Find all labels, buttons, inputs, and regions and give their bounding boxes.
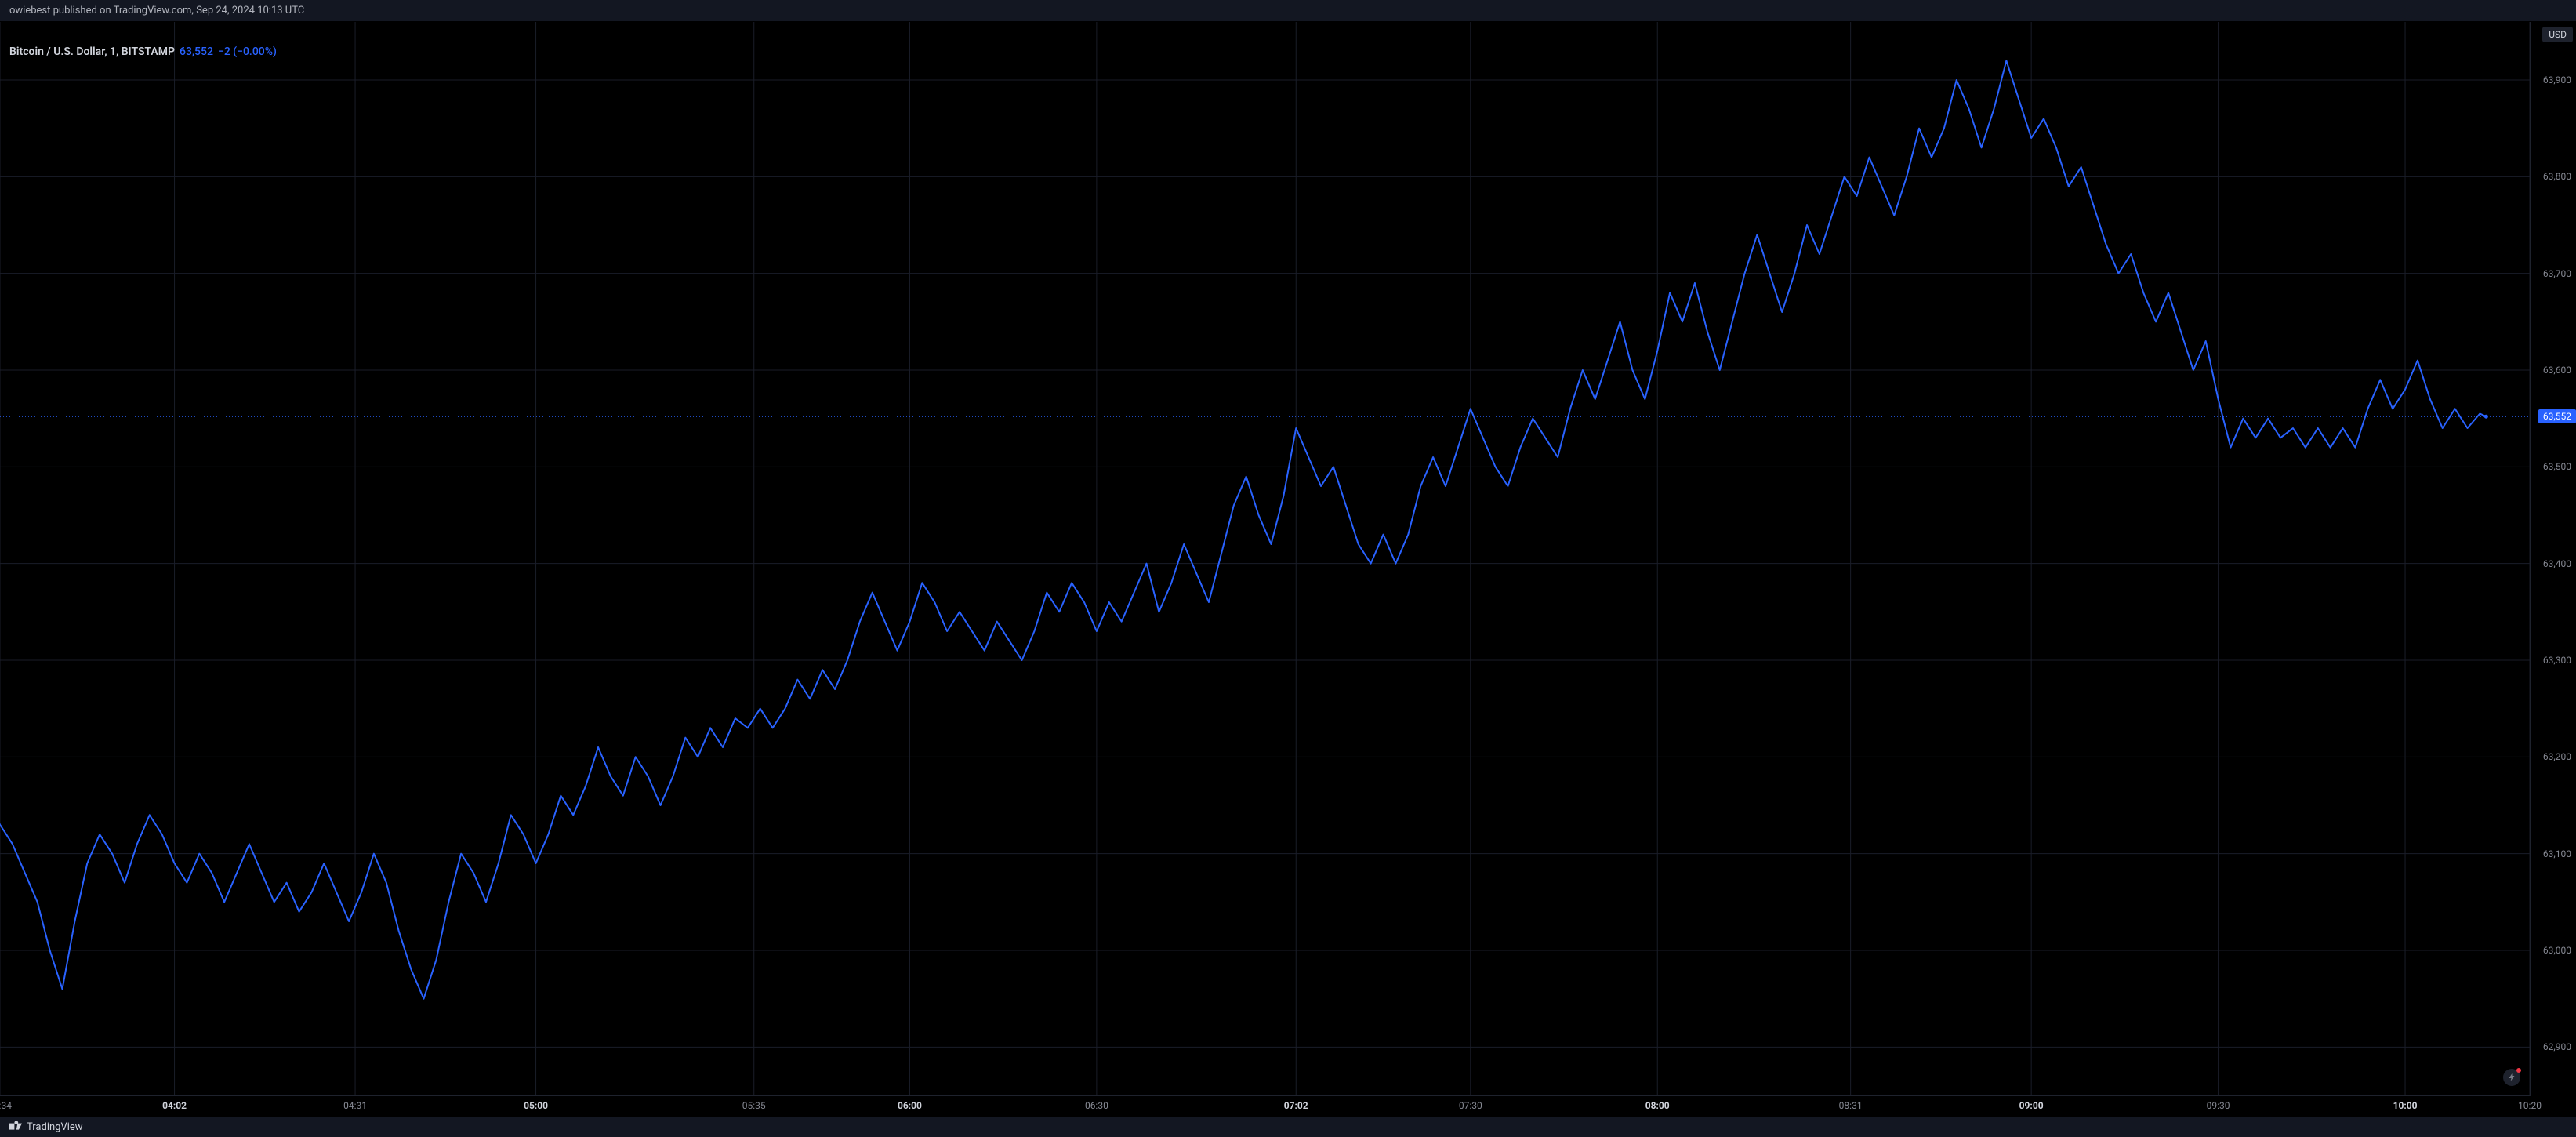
publish-info-text: owiebest published on TradingView.com, S… bbox=[9, 5, 304, 16]
y-tick-label: 63,900 bbox=[2543, 74, 2571, 85]
tradingview-logo-icon bbox=[9, 1121, 22, 1133]
y-tick-label: 63,500 bbox=[2543, 461, 2571, 472]
x-tick-label: 10:20 bbox=[2518, 1100, 2542, 1111]
y-tick-label: 63,100 bbox=[2543, 848, 2571, 859]
currency-selector[interactable]: USD bbox=[2542, 27, 2573, 42]
x-tick-label: 09:30 bbox=[2207, 1100, 2230, 1111]
current-price-tag: 63,552 bbox=[2538, 409, 2576, 423]
chart-legend: Bitcoin / U.S. Dollar, 1, BITSTAMP 63,55… bbox=[9, 45, 277, 58]
x-tick-label: 06:00 bbox=[898, 1100, 922, 1111]
legend-price: 63,552 bbox=[180, 45, 213, 58]
x-tick-label: 07:02 bbox=[1284, 1100, 1308, 1111]
y-tick-label: 63,000 bbox=[2543, 945, 2571, 956]
x-tick-label: 05:35 bbox=[742, 1100, 766, 1111]
chart-area[interactable]: Bitcoin / U.S. Dollar, 1, BITSTAMP 63,55… bbox=[0, 22, 2576, 1095]
publish-info-bar: owiebest published on TradingView.com, S… bbox=[0, 0, 2576, 22]
y-tick-label: 63,200 bbox=[2543, 751, 2571, 762]
x-tick-label: 10:00 bbox=[2393, 1100, 2418, 1111]
time-axis[interactable]: 03:34 04:02 04:31 05:00 05:35 06:00 06:30 07:02… bbox=[0, 1095, 2531, 1117]
flash-alert-icon[interactable] bbox=[2503, 1069, 2520, 1086]
y-tick-label: 63,800 bbox=[2543, 171, 2571, 182]
x-tick-label: 07:30 bbox=[1459, 1100, 1482, 1111]
x-tick-label: 05:00 bbox=[524, 1100, 548, 1111]
footer-brand: TradingView bbox=[27, 1121, 83, 1133]
x-tick-label: 04:31 bbox=[343, 1100, 367, 1111]
footer-bar: TradingView bbox=[0, 1117, 2576, 1137]
y-tick-label: 63,700 bbox=[2543, 268, 2571, 279]
price-axis[interactable]: USD 63,900 63,800 63,700 63,600 63,500 63,400… bbox=[2530, 22, 2576, 1095]
y-tick-label: 62,900 bbox=[2543, 1041, 2571, 1052]
x-tick-label: 03:34 bbox=[0, 1100, 12, 1111]
y-tick-label: 63,600 bbox=[2543, 365, 2571, 376]
legend-change: −2 (−0.00%) bbox=[218, 45, 277, 58]
chart-plot[interactable] bbox=[0, 22, 2530, 1095]
y-tick-label: 63,400 bbox=[2543, 558, 2571, 569]
x-tick-label: 04:02 bbox=[162, 1100, 187, 1111]
y-tick-label: 63,300 bbox=[2543, 655, 2571, 666]
x-tick-label: 09:00 bbox=[2019, 1100, 2044, 1111]
x-tick-label: 06:30 bbox=[1085, 1100, 1108, 1111]
x-tick-label: 08:31 bbox=[1839, 1100, 1863, 1111]
chart-container: owiebest published on TradingView.com, S… bbox=[0, 0, 2576, 1137]
legend-symbol: Bitcoin / U.S. Dollar, 1, BITSTAMP bbox=[9, 45, 175, 58]
x-tick-label: 08:00 bbox=[1645, 1100, 1670, 1111]
